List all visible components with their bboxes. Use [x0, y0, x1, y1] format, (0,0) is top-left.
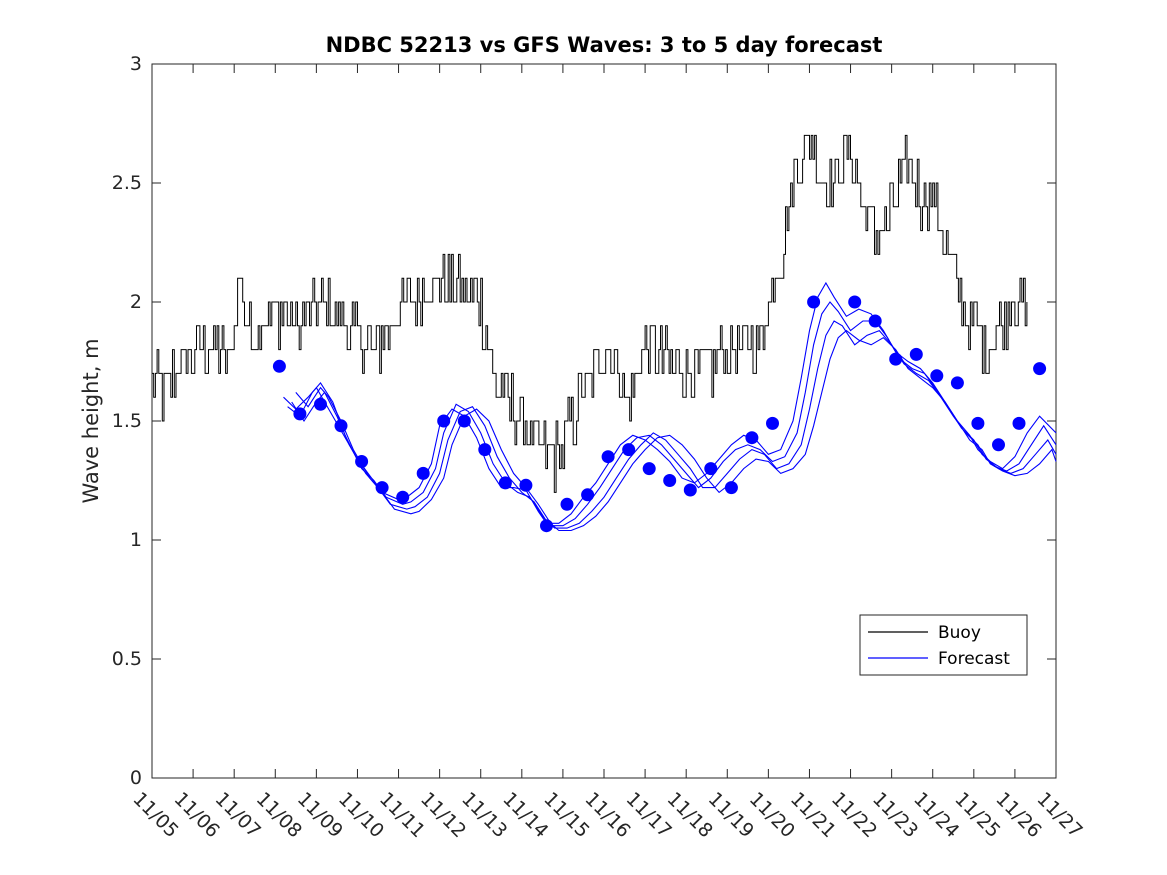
forecast-line [295, 329, 1057, 532]
y-tick-label: 2 [130, 291, 142, 313]
y-tick-label: 1.5 [112, 410, 142, 432]
forecast-point [437, 414, 451, 428]
buoy-line [152, 134, 1028, 493]
forecast-point [601, 450, 615, 464]
forecast-point [1033, 362, 1047, 376]
forecast-point [519, 478, 533, 492]
forecast-point [766, 416, 779, 430]
forecast-point [622, 443, 636, 457]
forecast-point [930, 369, 944, 383]
forecast-point [663, 474, 677, 487]
forecast-point [272, 359, 286, 373]
forecast-point [745, 431, 759, 445]
legend-box [859, 614, 1028, 676]
legend-buoy-label: Buoy [938, 623, 981, 643]
forecast-point [807, 295, 821, 309]
forecast-point [992, 438, 1005, 452]
forecast-point [889, 352, 903, 366]
y-axis: 0 0.5 1 1.5 2 2.5 3 [112, 53, 1056, 789]
forecast-point [478, 443, 492, 457]
y-tick-label: 0.5 [112, 648, 142, 670]
forecast-point [355, 455, 369, 468]
forecast-point [457, 414, 471, 428]
forecast-point [868, 314, 882, 328]
y-tick-label: 2.5 [112, 172, 142, 194]
forecast-point [581, 488, 595, 502]
y-axis-label: Wave height, m [79, 338, 103, 503]
y-tick-label: 3 [130, 53, 142, 75]
chart-title: NDBC 52213 vs GFS Waves: 3 to 5 day fore… [326, 33, 883, 57]
forecast-point [848, 295, 862, 309]
forecast-line [291, 320, 1057, 529]
forecast-point [375, 481, 389, 495]
y-tick-label: 1 [130, 529, 142, 551]
forecast-points [272, 295, 1047, 533]
forecast-point [704, 462, 718, 476]
buoy-series [152, 134, 1028, 493]
forecast-point [334, 419, 348, 433]
legend-forecast-label: Forecast [938, 649, 1010, 669]
forecast-series [283, 281, 1057, 532]
forecast-point [293, 407, 307, 421]
forecast-line [283, 281, 1057, 524]
forecast-point [498, 476, 512, 490]
forecast-point [683, 483, 697, 497]
forecast-point [314, 397, 327, 411]
forecast-point [560, 497, 574, 511]
forecast-point [642, 462, 656, 476]
forecast-point [1012, 416, 1026, 430]
forecast-point [971, 416, 985, 430]
forecast-line [287, 301, 1057, 527]
forecast-point [950, 376, 964, 390]
forecast-point [724, 481, 738, 495]
forecast-point [909, 347, 923, 361]
forecast-point [416, 466, 430, 480]
legend: Buoy Forecast [859, 614, 1028, 676]
forecast-point [396, 490, 410, 504]
y-tick-label: 0 [130, 767, 142, 789]
forecast-point [540, 519, 553, 533]
